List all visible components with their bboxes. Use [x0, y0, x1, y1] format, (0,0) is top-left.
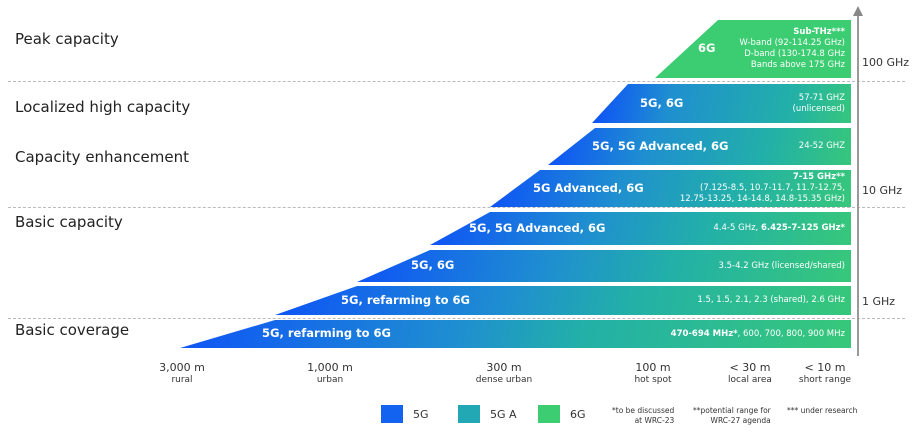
legend-swatch [538, 405, 560, 423]
note-1: *to be discussed at WRC-23 [612, 406, 675, 425]
level-basic-capacity: Basic capacity [15, 213, 123, 231]
divider [8, 207, 905, 208]
band-5: 5G, 6G 3.5-4.2 GHz (licensed/shared) [357, 250, 851, 282]
note-3: *** under research [787, 406, 858, 415]
legend-5ga: 5G A [458, 405, 517, 423]
band-tech-label: 5G Advanced, 6G [533, 180, 644, 195]
legend-5g: 5G [381, 405, 429, 423]
band-1: 5G, 6G 57-71 GHZ (unlicensed) [592, 84, 851, 123]
legend-label: 5G [413, 407, 429, 421]
distance-4: < 30 m local area [728, 361, 772, 385]
band-tech-label: 5G, 5G Advanced, 6G [469, 220, 606, 235]
band-3: 5G Advanced, 6G 7-15 GHz** (7.125-8.5, 10.… [490, 170, 851, 207]
note-2: **potential range for WRC-27 agenda [693, 406, 771, 425]
frequency-axis [857, 14, 859, 356]
level-peak-capacity: Peak capacity [15, 30, 119, 48]
band-tech-label: 5G, 5G Advanced, 6G [592, 138, 729, 153]
band-frequency-text: 470-694 MHz*, 600, 700, 800, 900 MHz [670, 328, 845, 339]
band-frequency-text: 24-52 GHZ [798, 141, 845, 151]
freq-100ghz: 100 GHz [862, 56, 910, 69]
band-2: 5G, 5G Advanced, 6G 24-52 GHZ [548, 128, 851, 165]
freq-1ghz: 1 GHz [862, 295, 896, 308]
band-frequency-text: Sub-THz*** W-band (92-114.25 GHz) D-band (… [739, 27, 845, 70]
band-7: 5G, refarming to 6G 470-694 MHz*, 600, 70… [180, 320, 851, 348]
band-0: 6G Sub-THz*** W-band (92-114.25 GHz) D-band… [655, 20, 851, 78]
band-frequency-text: 3.5-4.2 GHz (licensed/shared) [718, 260, 845, 271]
axis-arrow-icon [853, 6, 863, 16]
legend-6g: 6G [538, 405, 586, 423]
band-tech-label: 5G, 6G [640, 95, 684, 110]
band-frequency-text: 1.5, 1.5, 2.1, 2.3 (shared), 2.6 GHz [697, 295, 845, 305]
divider [8, 318, 905, 319]
band-frequency-text: 57-71 GHZ (unlicensed) [792, 92, 845, 114]
band-tech-label: 5G, refarming to 6G [262, 326, 391, 340]
distance-0: 3,000 m rural [159, 361, 205, 385]
distance-1: 1,000 m urban [307, 361, 353, 385]
band-6: 5G, refarming to 6G 1.5, 1.5, 2.1, 2.3 (s… [275, 286, 851, 315]
band-frequency-text: 4.4-5 GHz, 6.425-7-125 GHz* [713, 223, 845, 233]
freq-10ghz: 10 GHz [862, 184, 903, 197]
distance-3: 100 m hot spot [634, 361, 672, 385]
level-capacity-enhancement: Capacity enhancement [15, 148, 189, 166]
divider [8, 81, 905, 82]
distance-2: 300 m dense urban [475, 361, 533, 385]
legend-label: 5G A [490, 407, 517, 421]
distance-5: < 10 m short range [798, 361, 852, 385]
band-4: 5G, 5G Advanced, 6G 4.4-5 GHz, 6.425-7-12… [430, 212, 851, 245]
legend-label: 6G [570, 407, 586, 421]
band-frequency-text: 7-15 GHz** (7.125-8.5, 10.7-11.7, 11.7-12… [679, 172, 845, 204]
band-tech-label: 5G, refarming to 6G [341, 292, 470, 307]
legend-swatch [381, 405, 403, 423]
band-tech-label: 6G [698, 41, 716, 55]
band-tech-label: 5G, 6G [411, 258, 455, 272]
level-basic-coverage: Basic coverage [15, 321, 130, 339]
legend-swatch [458, 405, 480, 423]
level-localized-high-capacity: Localized high capacity [15, 98, 191, 116]
